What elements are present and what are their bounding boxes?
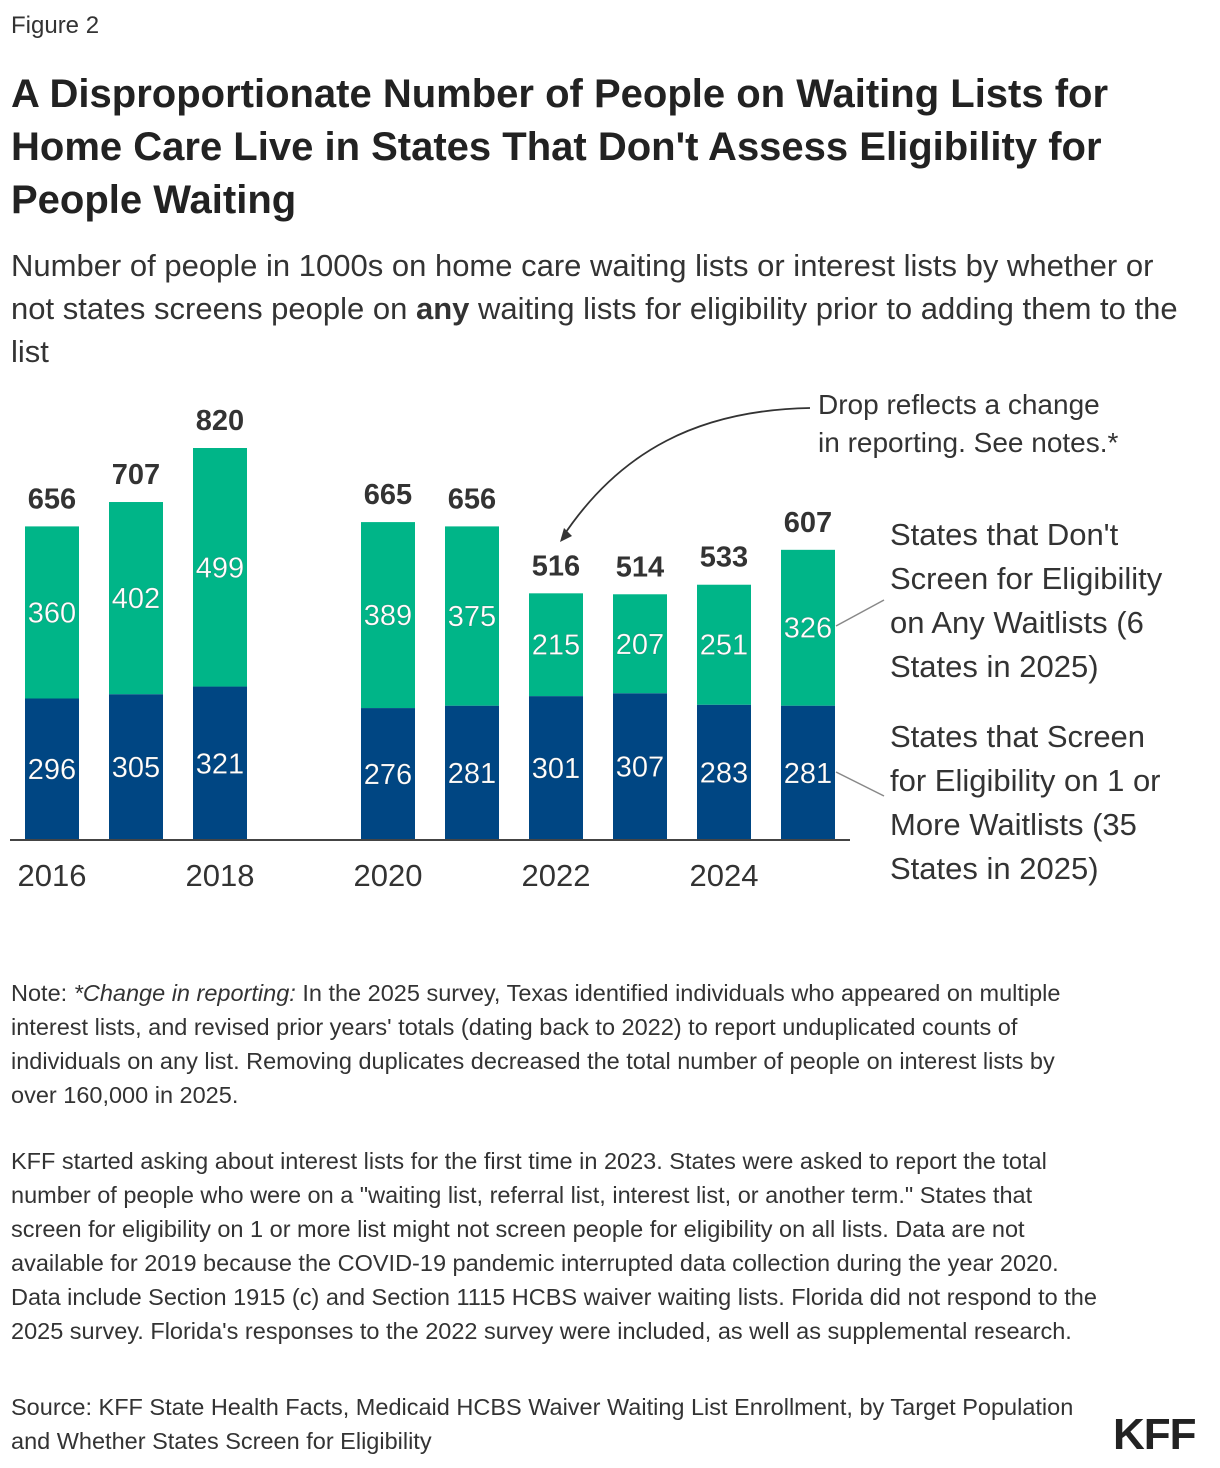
- x-tick-label: 2016: [18, 858, 87, 893]
- total-label-2021: 656: [448, 483, 496, 515]
- bar-no-screen-2021: [445, 526, 499, 706]
- total-label-2016: 656: [28, 483, 76, 515]
- bar-screen-2023: [613, 693, 667, 840]
- note-text: In the 2025 survey, Texas identified ind…: [11, 980, 1061, 1108]
- bar-screen-2021: [445, 705, 499, 840]
- note: Note: *Change in reporting: In the 2025 …: [11, 976, 1101, 1112]
- subtitle-text: Number of people in 1000s on home care w…: [11, 248, 1154, 326]
- bar-screen-2017: [109, 694, 163, 840]
- data-label-no-screen-2023: 207: [616, 629, 664, 661]
- bar-no-screen-2022: [529, 593, 583, 697]
- data-label-screen-2024: 283: [700, 757, 748, 789]
- bar-screen-2024: [697, 704, 751, 840]
- source: Source: KFF State Health Facts, Medicaid…: [11, 1394, 1074, 1454]
- data-label-no-screen-2025: 326: [784, 613, 832, 645]
- total-label-2025: 607: [784, 507, 832, 539]
- bar-screen-2025: [781, 705, 835, 840]
- bar-no-screen-2024: [697, 584, 751, 705]
- bar-no-screen-2023: [613, 594, 667, 694]
- data-label-no-screen-2020: 389: [364, 600, 412, 632]
- annotation-arrowhead: [560, 528, 572, 542]
- data-label-screen-2025: 281: [784, 758, 832, 790]
- x-tick-label: 2022: [522, 858, 591, 893]
- subtitle-text-end: waiting lists for eligibility prior to a…: [11, 291, 1178, 369]
- note-2: KFF started asking about interest lists …: [11, 1148, 1097, 1344]
- data-label-screen-2021: 281: [448, 758, 496, 790]
- data-label-screen-2022: 301: [532, 753, 580, 785]
- legend-line: for Eligibility on 1 or: [890, 763, 1161, 798]
- data-label-screen-2020: 276: [364, 759, 412, 791]
- x-tick-label: 2024: [690, 858, 759, 893]
- kff-logo: KFF: [1113, 1410, 1197, 1459]
- legend-leader-no-screen: [835, 599, 885, 627]
- figure-label: Figure 2: [11, 12, 100, 39]
- data-label-no-screen-2021: 375: [448, 601, 496, 633]
- data-label-no-screen-2017: 402: [112, 583, 160, 615]
- total-label-2020: 665: [364, 479, 412, 511]
- legend-label-screen: States that Screen for Eligibility on 1 o…: [890, 719, 1161, 886]
- subtitle-bold: any: [415, 291, 470, 326]
- legend-label-no-screen: States that Don't Screen for Eligibility o…: [890, 517, 1163, 684]
- bar-no-screen-2020: [361, 522, 415, 709]
- annotation-text: Drop reflects a change in reporting. See …: [818, 389, 1119, 458]
- legend-line: Screen for Eligibility: [890, 561, 1163, 596]
- legend-line: on Any Waitlists (6: [890, 605, 1144, 640]
- data-label-no-screen-2024: 251: [700, 630, 748, 662]
- bar-screen-2016: [25, 698, 79, 840]
- annotation-line: Drop reflects a change: [818, 389, 1100, 420]
- data-label-screen-2017: 305: [112, 752, 160, 784]
- bar-no-screen-2025: [781, 549, 835, 706]
- annotation-arrow: [561, 407, 811, 539]
- bar-screen-2018: [193, 686, 247, 840]
- chart-subtitle: Number of people in 1000s on home care w…: [11, 244, 1201, 373]
- chart-title: A Disproportionate Number of People on W…: [11, 72, 1109, 222]
- bar-screen-2022: [529, 696, 583, 840]
- note-label: Note:: [11, 980, 74, 1006]
- bar-no-screen-2016: [25, 526, 79, 699]
- data-label-screen-2018: 321: [196, 748, 244, 780]
- legend-line: States that Don't: [890, 517, 1119, 552]
- legend-line: States that Screen: [890, 719, 1145, 754]
- data-label-screen-2023: 307: [616, 752, 664, 784]
- legend-leader-screen: [835, 771, 885, 797]
- total-label-2017: 707: [112, 459, 160, 491]
- total-label-2018: 820: [196, 405, 244, 437]
- x-tick-label: 2020: [354, 858, 423, 893]
- annotation-line: in reporting. See notes.*: [818, 427, 1119, 458]
- bar-no-screen-2017: [109, 502, 163, 695]
- x-tick-label: 2018: [186, 858, 255, 893]
- note-italic: *Change in reporting:: [73, 980, 296, 1006]
- total-label-2024: 533: [700, 542, 748, 574]
- bar-no-screen-2018: [193, 448, 247, 687]
- data-label-no-screen-2016: 360: [28, 597, 76, 629]
- legend-line: States in 2025): [890, 649, 1099, 684]
- data-label-screen-2016: 296: [28, 754, 76, 786]
- bar-screen-2020: [361, 708, 415, 840]
- data-label-no-screen-2022: 215: [532, 630, 580, 662]
- legend-line: States in 2025): [890, 851, 1099, 886]
- chart: 296 360 656 305 402 707 321 499 820 276 389 665 281 3…: [10, 389, 1163, 893]
- data-label-no-screen-2018: 499: [196, 552, 244, 584]
- total-label-2023: 514: [616, 551, 664, 583]
- total-label-2022: 516: [532, 550, 580, 582]
- legend-line: More Waitlists (35: [890, 807, 1137, 842]
